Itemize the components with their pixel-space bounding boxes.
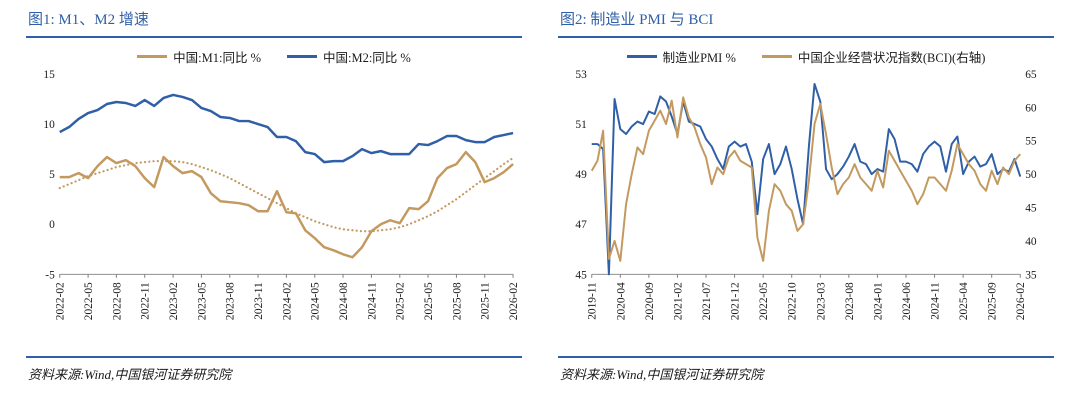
x-axis-label: 2025-11 bbox=[480, 282, 492, 320]
series-line-0 bbox=[591, 82, 1022, 276]
x-axis-label: 2023-05 bbox=[196, 282, 208, 320]
y-axis-left-label: 49 bbox=[575, 169, 587, 181]
series-line-0 bbox=[59, 150, 514, 259]
x-axis-label: 2020-09 bbox=[644, 282, 656, 320]
m1-line-sample-icon bbox=[137, 55, 168, 58]
x-axis-label: 2025-04 bbox=[958, 282, 970, 320]
figure1-title: 图1: M1、M2 增速 bbox=[26, 8, 522, 38]
x-axis-label: 2019-11 bbox=[587, 282, 599, 320]
x-axis-label: 2025-05 bbox=[423, 282, 435, 320]
x-axis-label: 2021-02 bbox=[672, 282, 684, 320]
x-axis-label: 2022-05 bbox=[83, 282, 95, 320]
x-axis-label: 2024-06 bbox=[901, 282, 913, 320]
figure2-title: 图2: 制造业 PMI 与 BCI bbox=[558, 8, 1054, 38]
y-axis-right-label: 65 bbox=[1025, 69, 1037, 81]
legend-label-m1: 中国:M1:同比 % bbox=[173, 51, 261, 65]
legend-item-m1: 中国:M1:同比 % bbox=[137, 47, 261, 66]
x-axis-label: 2021-12 bbox=[730, 282, 742, 320]
x-axis-label: 2023-11 bbox=[253, 282, 265, 320]
legend-label-bci: 中国企业经营状况指数(BCI)(右轴) bbox=[797, 51, 986, 65]
y-axis-left-label: 53 bbox=[575, 69, 587, 81]
y-axis-right-label: 60 bbox=[1025, 102, 1037, 114]
x-axis-label: 2022-08 bbox=[111, 282, 123, 320]
x-axis-label: 2025-09 bbox=[987, 282, 999, 320]
x-axis-label: 2024-08 bbox=[338, 282, 350, 320]
x-axis-label: 2024-05 bbox=[310, 282, 322, 320]
figure2-chart: 53 51 49 47 45 65 60 55 50 45 40 35 2019-11 2020-04 20… bbox=[575, 69, 1037, 320]
y-axis-left-label: 45 bbox=[575, 269, 587, 281]
x-axis-label: 2026-02 bbox=[508, 282, 520, 320]
y-axis-left-label: 10 bbox=[43, 119, 55, 131]
x-axis-label: 2023-08 bbox=[844, 282, 856, 320]
legend-item-bci: 中国企业经营状况指数(BCI)(右轴) bbox=[761, 47, 986, 66]
x-axis-label: 2021-07 bbox=[701, 282, 713, 320]
pmi-line-sample-icon bbox=[626, 55, 657, 58]
legend-item-m2: 中国:M2:同比 % bbox=[287, 47, 411, 66]
figure1-source: 资料来源:Wind,中国银河证券研究院 bbox=[26, 355, 522, 383]
y-axis-right-label: 50 bbox=[1025, 169, 1037, 181]
legend-label-pmi: 制造业PMI % bbox=[662, 51, 736, 65]
y-axis-right-label: 35 bbox=[1025, 269, 1037, 281]
y-axis-left-label: 47 bbox=[575, 219, 587, 231]
figure1-panel: 图1: M1、M2 增速 中国:M1:同比 % 中国:M2:同比 % 15 10 5… bbox=[26, 8, 522, 412]
series-line-1 bbox=[59, 93, 514, 164]
y-axis-left-label: 0 bbox=[49, 219, 55, 231]
x-axis-label: 2024-11 bbox=[930, 282, 942, 320]
legend-label-m2: 中国:M2:同比 % bbox=[323, 51, 411, 65]
x-axis-label: 2023-08 bbox=[225, 282, 237, 320]
y-axis-right-label: 45 bbox=[1025, 203, 1037, 215]
y-axis-right-label: 55 bbox=[1025, 136, 1037, 148]
x-axis-label: 2022-11 bbox=[140, 282, 152, 320]
x-axis-label: 2023-02 bbox=[168, 282, 180, 320]
y-axis-left-label: 51 bbox=[575, 119, 587, 131]
x-axis-label: 2022-05 bbox=[758, 282, 770, 320]
figure2-legend: 制造业PMI % 中国企业经营状况指数(BCI)(右轴) bbox=[558, 47, 1054, 66]
axes: 53 51 49 47 45 65 60 55 50 45 40 35 2019-11 2020-04 20… bbox=[575, 69, 1037, 320]
x-axis-label: 2024-02 bbox=[281, 282, 293, 320]
y-axis-left-label: 15 bbox=[43, 69, 55, 81]
series-line-2 bbox=[58, 156, 515, 233]
y-axis-right-label: 40 bbox=[1025, 236, 1037, 248]
legend-item-pmi: 制造业PMI % bbox=[626, 47, 736, 66]
x-axis-label: 2022-02 bbox=[55, 282, 67, 320]
y-axis-left-label: -5 bbox=[45, 269, 55, 281]
figure2-source: 资料来源:Wind,中国银河证券研究院 bbox=[558, 355, 1054, 383]
series-line-1 bbox=[590, 96, 1022, 262]
x-axis-label: 2024-01 bbox=[872, 282, 884, 320]
figure2-panel: 图2: 制造业 PMI 与 BCI 制造业PMI % 中国企业经营状况指数(BC… bbox=[558, 8, 1054, 412]
y-axis-left-label: 5 bbox=[49, 169, 55, 181]
x-axis-label: 2025-02 bbox=[395, 282, 407, 320]
x-axis-label: 2024-11 bbox=[366, 282, 378, 320]
bci-line-sample-icon bbox=[761, 55, 792, 58]
x-axis-label: 2025-08 bbox=[451, 282, 463, 320]
x-axis-label: 2026-02 bbox=[1015, 282, 1027, 320]
x-axis-label: 2023-03 bbox=[815, 282, 827, 320]
x-axis-label: 2020-04 bbox=[615, 282, 627, 320]
m2-line-sample-icon bbox=[287, 55, 317, 58]
x-axis-label: 2022-10 bbox=[787, 282, 799, 320]
figure1-legend: 中国:M1:同比 % 中国:M2:同比 % bbox=[26, 47, 522, 66]
